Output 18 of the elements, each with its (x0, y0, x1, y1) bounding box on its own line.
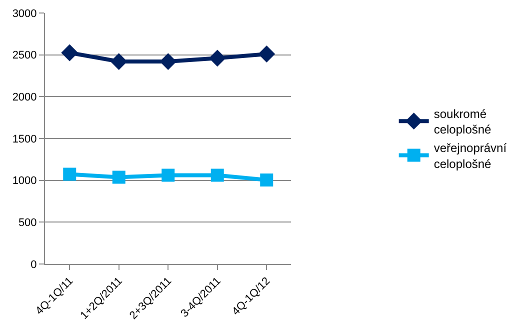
y-tick-label: 2500 (12, 50, 37, 62)
point (63, 168, 76, 181)
point (162, 168, 175, 182)
point (160, 53, 177, 70)
point (210, 168, 224, 182)
point (260, 174, 274, 186)
point (112, 170, 126, 184)
y-tick-label: 0 (30, 258, 37, 271)
point (208, 50, 226, 67)
point (110, 53, 128, 70)
y-tick-label: 500 (18, 217, 37, 230)
y-tick-label: 2000 (12, 92, 37, 104)
legend-label: veřejnoprávní celoplošné (434, 141, 508, 171)
point (61, 44, 78, 62)
y-tick-label: 1500 (12, 133, 37, 146)
point (258, 46, 276, 62)
y-tick-label: 1000 (12, 175, 37, 188)
y-tick-label: 3000 (12, 8, 37, 20)
